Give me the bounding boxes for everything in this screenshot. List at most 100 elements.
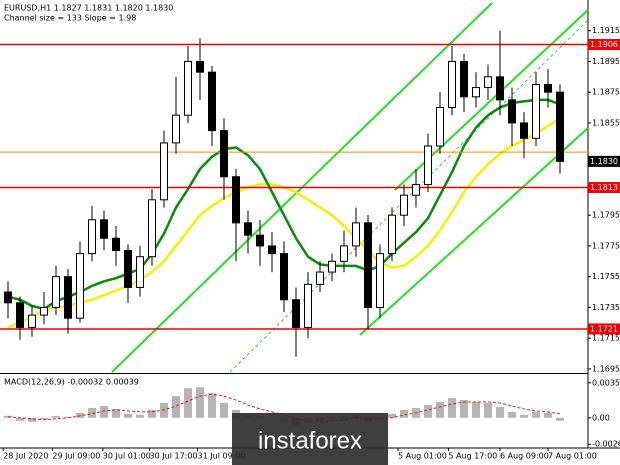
candle-body: [160, 142, 168, 201]
candle-body: [316, 271, 324, 285]
x-tick-label: 7 Aug 01:00: [548, 452, 597, 461]
candle-body: [352, 222, 360, 247]
macd-bar: [148, 409, 156, 418]
moving-average: [7, 98, 561, 311]
macd-bar: [4, 415, 12, 418]
candle-body: [364, 222, 372, 308]
candle-body: [256, 234, 264, 247]
macd-y-tick-label: 0.00355: [592, 378, 620, 387]
candle-body: [280, 253, 288, 301]
candle-body: [292, 299, 300, 328]
x-tick-label: 5 Aug 01:00: [398, 452, 447, 461]
x-tick-label: 5 Aug 17:00: [448, 452, 497, 461]
macd-bar: [184, 388, 192, 418]
chart-title: EURUSD,H1 1.1827 1.1831 1.1820 1.1830: [4, 4, 173, 13]
macd-bar: [172, 396, 180, 418]
candle-body: [340, 245, 348, 262]
y-tick-label: 1.1915: [592, 26, 620, 35]
candle-body: [520, 122, 528, 139]
macd-bar: [544, 412, 552, 418]
y-tick-label: 1.1795: [592, 211, 620, 220]
candle-body: [472, 87, 480, 98]
candle-body: [244, 222, 252, 236]
macd-bar: [124, 413, 132, 418]
candle-body: [100, 219, 108, 239]
candle-body: [496, 76, 504, 101]
macd-bar: [436, 402, 444, 418]
macd-bar: [196, 387, 204, 418]
candle-body: [328, 260, 336, 273]
macd-bar: [52, 415, 60, 418]
x-tick-label: 30 Jul 17:00: [150, 452, 198, 461]
macd-bar: [532, 411, 540, 418]
chart-subtitle: Channel size = 133 Slope = 1.98: [4, 14, 136, 23]
channel-line: [359, 127, 589, 336]
candle-body: [232, 176, 240, 224]
macd-bar: [208, 393, 216, 418]
candle-body: [508, 99, 516, 124]
watermark-box: [232, 413, 388, 465]
candle-body: [424, 145, 432, 185]
x-tick-label: 31 Jul 09:00: [198, 452, 246, 461]
macd-bar: [136, 414, 144, 418]
y-tick-label: 1.1895: [592, 57, 620, 66]
level-label-box: [588, 182, 620, 193]
macd-bar: [484, 403, 492, 418]
level-label: 1.1721: [590, 324, 618, 333]
candle-body: [208, 71, 216, 132]
macd-bar: [472, 402, 480, 418]
candle-body: [484, 76, 492, 89]
macd-bar: [40, 417, 48, 420]
candle-body: [148, 199, 156, 258]
macd-bar: [400, 409, 408, 418]
price-label-box: [588, 155, 620, 167]
candle-body: [376, 253, 384, 308]
candle-body: [40, 306, 48, 316]
macd-bar: [100, 405, 108, 418]
macd-bar: [220, 403, 228, 418]
candle-body: [532, 83, 540, 139]
candle-body: [4, 291, 12, 304]
candle-body: [196, 60, 204, 73]
candle-body: [544, 83, 552, 93]
macd-y-tick-label: 0.00: [592, 413, 610, 422]
candle-body: [184, 60, 192, 116]
candle-body: [304, 283, 312, 328]
level-label: 1.1813: [590, 183, 618, 192]
macd-bar: [520, 414, 528, 418]
macd-bar: [16, 417, 24, 421]
macd-bar: [388, 413, 396, 418]
y-tick-label: 1.1855: [592, 118, 620, 127]
y-tick-label: 1.1755: [592, 272, 620, 281]
x-tick-label: 6 Aug 09:00: [500, 452, 549, 461]
y-tick-label: 1.1735: [592, 303, 620, 312]
candle-body: [16, 302, 24, 328]
macd-signal: [7, 393, 561, 423]
x-tick-label: 29 Jul 09:00: [52, 452, 100, 461]
level-label: 1.1906: [590, 40, 618, 49]
candle-body: [448, 60, 456, 109]
candle-body: [88, 219, 96, 255]
macd-bar: [460, 400, 468, 418]
candle-body: [412, 183, 420, 196]
candle-body: [556, 91, 564, 162]
macd-bar: [556, 417, 564, 421]
macd-bar: [88, 407, 96, 418]
candle-body: [268, 245, 276, 255]
x-tick-label: 30 Jul 01:00: [103, 452, 151, 461]
candle-body: [388, 214, 396, 255]
price-label: 1.1830: [590, 157, 618, 166]
candle-body: [460, 60, 468, 98]
x-tick-label: 28 Jul 2020: [3, 452, 48, 461]
candle-body: [436, 107, 444, 147]
macd-bar: [508, 411, 516, 418]
candle-body: [172, 114, 180, 144]
macd-y-tick-label: -0.00268: [592, 440, 620, 449]
candle-body: [136, 256, 144, 288]
level-label-box: [588, 323, 620, 335]
macd-bar: [112, 408, 120, 418]
macd-bar: [28, 417, 36, 422]
watermark: instaforex: [258, 427, 362, 454]
y-tick-label: 1.1715: [592, 334, 620, 343]
candle-body: [76, 253, 84, 319]
